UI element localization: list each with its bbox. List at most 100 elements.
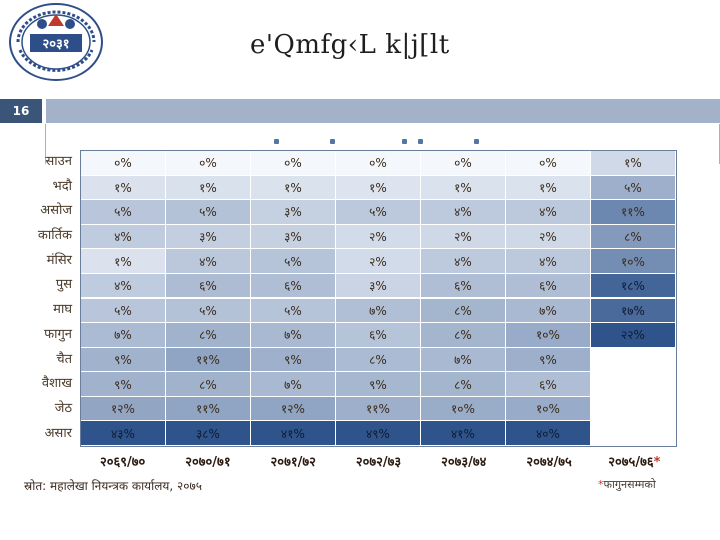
table-cell: १०% xyxy=(591,249,676,274)
table-cell: १% xyxy=(81,249,166,274)
slide-number-badge: 16 xyxy=(0,99,42,123)
table-cell: २% xyxy=(421,224,506,250)
table-cell: ८% xyxy=(166,323,251,348)
table-cell: ५% xyxy=(251,249,336,274)
table-cell: ३% xyxy=(251,224,336,250)
fiscal-year-text: २०७३/७४ xyxy=(441,455,487,470)
month-label: साउन xyxy=(45,154,73,169)
table-cell: १२% xyxy=(251,396,336,422)
table-cell: २२% xyxy=(591,323,676,348)
table-cell: ५% xyxy=(166,298,251,324)
table-cell: ४१% xyxy=(251,421,336,446)
table-cell: ३% xyxy=(166,224,251,250)
table-cell: २% xyxy=(336,224,421,250)
month-label: वैशाख xyxy=(41,376,72,392)
fiscal-year-label: २०७३/७४ xyxy=(421,452,506,470)
table-cell: २% xyxy=(506,224,591,250)
table-cell: ४% xyxy=(81,224,166,250)
table-cell: ६% xyxy=(166,273,251,299)
table-cell: ८% xyxy=(336,347,421,373)
table-cell: ०% xyxy=(166,151,251,176)
source-note: स्रोत: महालेखा नियन्त्रक कार्यालय, २०७५ xyxy=(24,479,202,493)
table-cell: ११% xyxy=(166,396,251,422)
table-cell: ४% xyxy=(421,200,506,225)
fiscal-year-text: २०७२/७३ xyxy=(355,455,402,470)
table-cell: १% xyxy=(251,175,336,201)
table-cell: ७% xyxy=(506,298,591,324)
fiscal-year-text: २०७१/७२ xyxy=(270,455,316,470)
partial-year-star: * xyxy=(653,455,661,470)
decorative-dots xyxy=(270,139,490,147)
table-cell: १% xyxy=(166,175,251,201)
table-cell: १% xyxy=(81,175,166,201)
table-cell: १८% xyxy=(591,273,676,299)
month-label: भदौ xyxy=(52,178,72,194)
table-cell: ५% xyxy=(81,298,166,324)
left-frame-line xyxy=(45,124,46,164)
table-cell: १७% xyxy=(591,298,676,324)
month-label: माघ xyxy=(53,302,72,318)
fiscal-year-text: २०६९/७० xyxy=(99,455,146,470)
table-cell: ४% xyxy=(421,249,506,274)
table-cell: १०% xyxy=(421,396,506,422)
table-cell: ५% xyxy=(251,298,336,324)
table-cell: ६% xyxy=(251,273,336,299)
table-cell: ८% xyxy=(591,224,676,250)
month-label: चैत xyxy=(56,351,72,367)
table-cell: ४% xyxy=(506,249,591,274)
table-cell: ३% xyxy=(336,273,421,299)
svg-text:२०३१: २०३१ xyxy=(42,37,69,52)
table-cell: ६% xyxy=(421,273,506,299)
table-cell: ७% xyxy=(251,323,336,348)
month-label: असोज xyxy=(40,203,72,219)
table-cell: १०% xyxy=(506,396,591,422)
table-cell: ५% xyxy=(336,200,421,225)
table-cell: ४१% xyxy=(421,421,506,446)
table-cell: ५% xyxy=(591,175,676,201)
page-title: e'Qmfg‹L k|j[lt xyxy=(250,30,450,60)
fiscal-year-text: २०७०/७१ xyxy=(185,455,231,470)
month-labels: साउन भदौ असोज कार्तिक मंसिर पुस माघ फागुन चैत वैश… xyxy=(10,150,76,446)
table-cell: ०% xyxy=(421,151,506,176)
table-cell: १०% xyxy=(506,323,591,348)
table-cell: ९% xyxy=(251,347,336,373)
table-cell: १२% xyxy=(81,396,166,422)
table-cell: १% xyxy=(591,151,676,176)
table-cell: ४% xyxy=(81,273,166,299)
month-label: कार्तिक xyxy=(37,228,72,244)
table-cell: ४% xyxy=(506,200,591,225)
fiscal-year-label: २०६९/७० xyxy=(80,452,165,470)
table-cell: ०% xyxy=(336,151,421,176)
table-cell: ३८% xyxy=(166,421,251,446)
table-cell: ३% xyxy=(251,200,336,225)
table-cell: ६% xyxy=(336,323,421,348)
table-cell: १% xyxy=(506,175,591,201)
month-label: पुस xyxy=(55,277,72,293)
month-label: मंसिर xyxy=(46,252,72,268)
fiscal-year-label: २०७४/७५ xyxy=(506,452,591,470)
table-cell: ४९% xyxy=(336,421,421,446)
table-cell: ९% xyxy=(506,347,591,373)
month-label: फागुन xyxy=(44,326,72,342)
fiscal-year-text: २०७४/७५ xyxy=(526,455,572,470)
table-cell: २% xyxy=(336,249,421,274)
month-label: जेठ xyxy=(54,400,72,416)
table-cell: ७% xyxy=(81,323,166,348)
fiscal-year-label: २०७५/७६* xyxy=(592,452,677,470)
table-cell: ४०% xyxy=(506,421,591,446)
footnote-text: फागुनसम्मको xyxy=(603,478,656,491)
table-cell: ९% xyxy=(81,372,166,397)
table-cell: ६% xyxy=(506,273,591,299)
table-cell: ८% xyxy=(421,298,506,324)
table-cell: ५% xyxy=(166,200,251,225)
table-cell: ४% xyxy=(166,249,251,274)
fiscal-year-label: २०७०/७१ xyxy=(165,452,250,470)
footnote: *फागुनसम्मको xyxy=(598,477,656,492)
table-cell: ७% xyxy=(336,298,421,324)
table-cell: ८% xyxy=(166,372,251,397)
table-cell: ०% xyxy=(251,151,336,176)
table-cell: ०% xyxy=(81,151,166,176)
footnote-star: * xyxy=(598,478,604,491)
header-divider-bar xyxy=(46,99,720,123)
table-cell: ८% xyxy=(421,372,506,397)
